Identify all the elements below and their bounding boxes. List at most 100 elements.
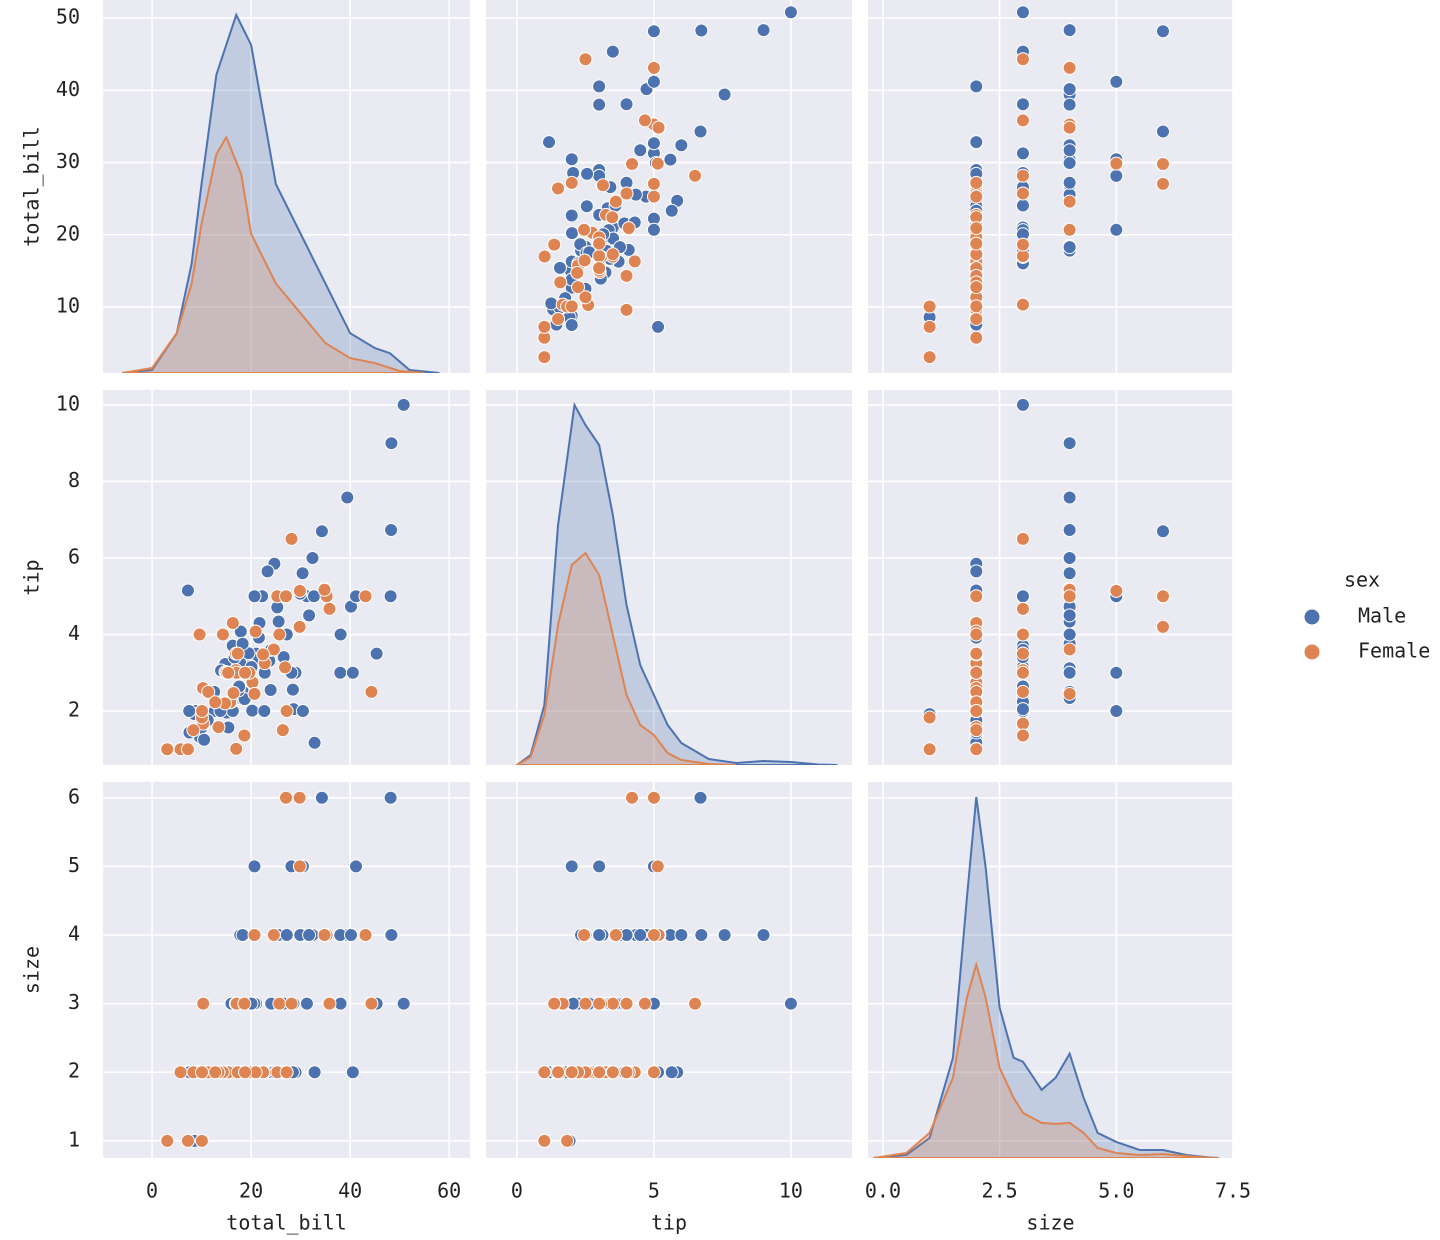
y-tick-label: 2 [68, 698, 80, 722]
data-point [1015, 397, 1030, 412]
data-point [577, 222, 592, 237]
kde-area [514, 551, 737, 765]
data-point [621, 221, 636, 236]
data-point [180, 1133, 195, 1148]
data-point [1015, 97, 1030, 112]
panel-background [103, 390, 470, 765]
data-point [608, 928, 623, 943]
data-point [650, 156, 665, 171]
panel-background [103, 782, 470, 1158]
data-point [1062, 156, 1077, 171]
data-point [717, 928, 732, 943]
data-point [305, 550, 320, 565]
data-point [969, 299, 984, 314]
data-point [592, 859, 607, 874]
data-point [340, 490, 355, 505]
data-point [1062, 627, 1077, 642]
data-point [343, 928, 358, 943]
data-point [1155, 24, 1170, 39]
kde-area [873, 960, 1220, 1158]
panel [486, 782, 852, 1158]
data-point [783, 996, 798, 1011]
y-tick-label: 10 [56, 294, 80, 318]
data-point [564, 175, 579, 190]
data-point [646, 189, 661, 204]
data-point [208, 1065, 223, 1080]
data-point [619, 996, 634, 1011]
panel [868, 0, 1233, 373]
data-point [605, 44, 620, 59]
data-point [1062, 222, 1077, 237]
data-point [345, 665, 360, 680]
data-point [173, 1065, 188, 1080]
data-point [247, 686, 262, 701]
data-point [564, 859, 579, 874]
panel-background [486, 390, 852, 765]
data-point [693, 124, 708, 139]
data-point [197, 732, 212, 747]
data-point [307, 1065, 322, 1080]
panel-background [486, 0, 852, 373]
data-point [279, 589, 294, 604]
data-point [1109, 704, 1124, 719]
panel [103, 390, 470, 765]
x-tick-label: 0 [511, 1179, 523, 1203]
data-point [571, 280, 586, 295]
data-point [547, 237, 562, 252]
legend-marker [1303, 643, 1321, 661]
data-point [1155, 524, 1170, 539]
data-point [1015, 627, 1030, 642]
data-point [1015, 646, 1030, 661]
legend-label: Female [1358, 639, 1430, 663]
data-point [552, 260, 567, 275]
data-point [1155, 589, 1170, 604]
data-point [922, 742, 937, 757]
data-point [192, 627, 207, 642]
data-point [922, 319, 937, 334]
data-point [369, 646, 384, 661]
data-point [263, 683, 278, 697]
data-point [384, 928, 399, 943]
data-point [637, 996, 652, 1011]
data-point [625, 790, 640, 805]
data-point [292, 859, 307, 874]
kde-area [515, 401, 838, 765]
panel-background [868, 782, 1233, 1158]
data-point [922, 299, 937, 314]
data-point [279, 704, 294, 719]
data-point [194, 1133, 209, 1148]
data-point [969, 723, 984, 738]
y-tick-label: 6 [68, 784, 80, 808]
data-point [256, 647, 271, 662]
x-tick-label: 60 [437, 1179, 461, 1203]
data-point [1015, 716, 1030, 731]
data-point [537, 1065, 552, 1080]
data-point [1015, 589, 1030, 604]
y-axis-label: tip [20, 559, 44, 595]
data-point [637, 113, 652, 128]
data-point [364, 684, 379, 699]
data-point [266, 928, 281, 943]
data-point [1155, 619, 1170, 634]
data-point [226, 686, 241, 701]
data-point [1062, 642, 1077, 657]
data-point [756, 23, 771, 38]
x-tick-label: 0 [146, 1179, 158, 1203]
data-point [292, 790, 307, 805]
data-point [592, 1065, 607, 1080]
data-point [592, 248, 607, 263]
data-point [260, 564, 275, 579]
y-tick-label: 2 [68, 1059, 80, 1083]
panel [103, 0, 470, 373]
data-point [783, 5, 798, 20]
data-point [396, 397, 411, 412]
data-point [1109, 74, 1124, 89]
data-point [195, 1065, 210, 1080]
kde-area [122, 12, 440, 373]
y-tick-label: 20 [56, 221, 80, 245]
data-point [238, 665, 253, 680]
data-point [592, 996, 607, 1011]
data-point [592, 79, 607, 94]
legend-marker [1303, 608, 1321, 626]
data-point [229, 741, 244, 756]
